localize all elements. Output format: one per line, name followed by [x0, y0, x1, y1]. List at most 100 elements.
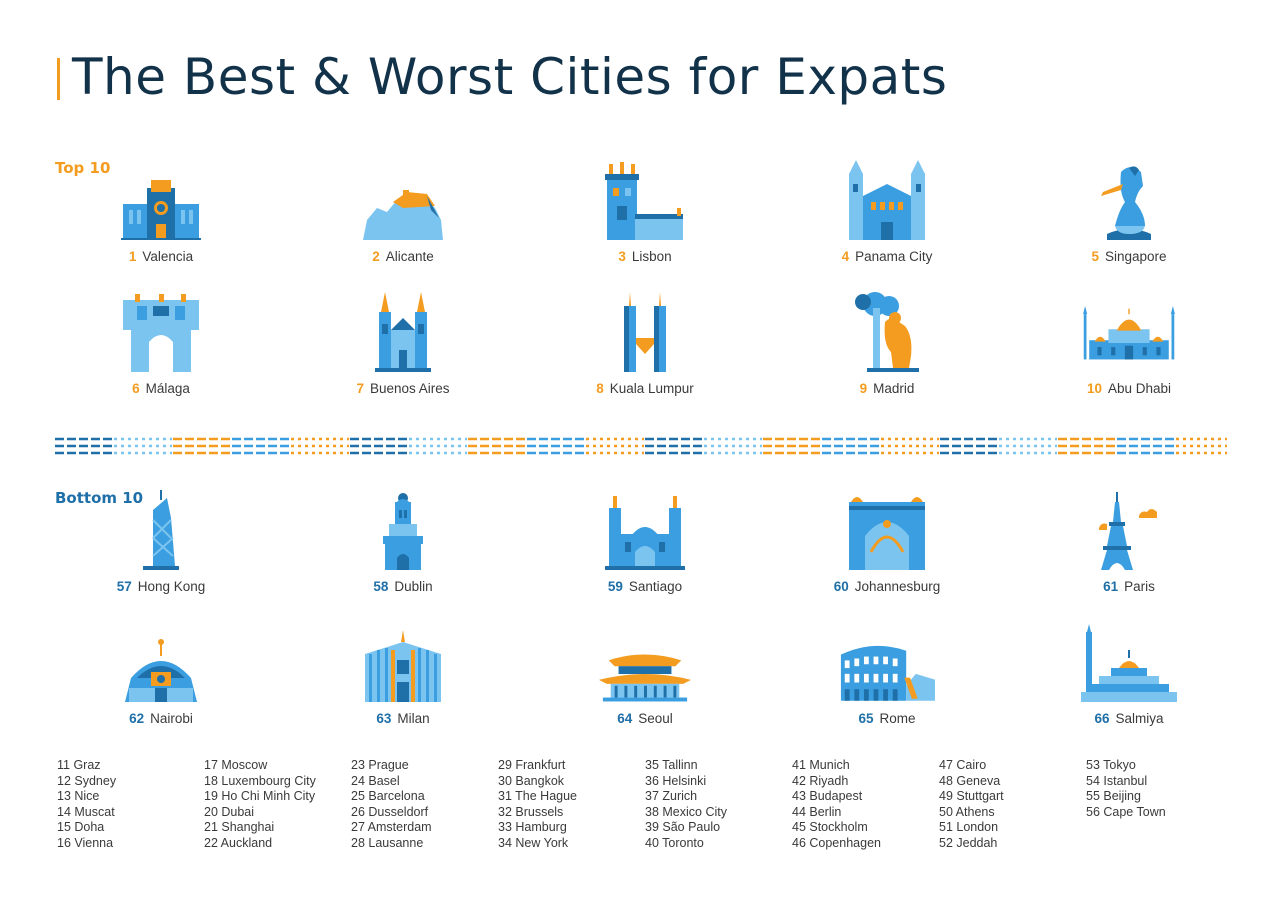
- bottom-10-row-1: 57 Hong Kong 58 Dublin: [40, 482, 1250, 614]
- ranking-list-column: 17 Moscow 18 Luxembourg City 19 Ho Chi M…: [204, 758, 351, 852]
- list-item: 50 Athens: [939, 804, 995, 819]
- city-card-malaga: 6 Málaga: [40, 284, 282, 416]
- city-caption: 61 Paris: [1103, 579, 1155, 594]
- petronas-towers-icon: [597, 288, 693, 372]
- santiago-cathedral-icon: [597, 486, 693, 570]
- list-item: 21 Shanghai: [204, 820, 275, 835]
- list-item: 46 Copenhagen: [792, 835, 881, 850]
- city-caption: 63 Milan: [376, 711, 430, 726]
- city-card-johannesburg: 60 Johannesburg: [766, 482, 1008, 614]
- list-item: 19 Ho Chi Minh City: [204, 789, 316, 804]
- bottom-10-row-2: 62 Nairobi 63 Milan: [40, 614, 1250, 746]
- city-card-dublin: 58 Dublin: [282, 482, 524, 614]
- johannesburg-hall-icon: [839, 486, 935, 570]
- kicc-icon: [113, 618, 209, 702]
- top-10-grid: 1 Valencia 2 Alicante: [40, 152, 1250, 416]
- city-caption: 62 Nairobi: [129, 711, 193, 726]
- list-item: 17 Moscow: [204, 758, 268, 772]
- ranking-list-column: 41 Munich 42 Riyadh 43 Budapest 44 Berli…: [792, 758, 939, 852]
- list-item: 42 Riyadh: [792, 773, 849, 788]
- city-card-abu-dhabi: 10 Abu Dhabi: [1008, 284, 1250, 416]
- city-card-seoul: 64 Seoul: [524, 614, 766, 746]
- milan-cathedral-icon: [355, 618, 451, 702]
- list-item: 52 Jeddah: [939, 835, 998, 850]
- city-caption: 4 Panama City: [841, 249, 933, 264]
- list-item: 22 Auckland: [204, 835, 273, 850]
- list-item: 11 Graz: [57, 758, 101, 772]
- city-caption: 7 Buenos Aires: [356, 381, 450, 396]
- ranking-list-column: 29 Frankfurt 30 Bangkok 31 The Hague 32 …: [498, 758, 645, 852]
- alicante-castle-icon: [355, 156, 451, 240]
- city-card-milan: 63 Milan: [282, 614, 524, 746]
- city-card-kuala-lumpur: 8 Kuala Lumpur: [524, 284, 766, 416]
- colosseum-icon: [839, 618, 935, 702]
- city-card-madrid: 9 Madrid: [766, 284, 1008, 416]
- seoul-pagoda-icon: [597, 618, 693, 702]
- top-10-label: Top 10: [55, 159, 111, 177]
- list-item: 39 São Paulo: [645, 820, 721, 835]
- ranking-list-column: 35 Tallinn 36 Helsinki 37 Zurich 38 Mexi…: [645, 758, 792, 852]
- list-item: 14 Muscat: [57, 804, 115, 819]
- city-card-alicante: 2 Alicante: [282, 152, 524, 284]
- list-item: 23 Prague: [351, 758, 409, 772]
- list-item: 32 Brussels: [498, 804, 564, 819]
- city-caption: 65 Rome: [858, 711, 916, 726]
- eiffel-tower-icon: [1081, 486, 1177, 570]
- city-card-singapore: 5 Singapore: [1008, 152, 1250, 284]
- ranking-list: 11 Graz 12 Sydney 13 Nice 14 Muscat 15 D…: [57, 758, 1233, 852]
- city-caption: 59 Santiago: [607, 579, 683, 594]
- list-item: 54 Istanbul: [1086, 773, 1148, 788]
- city-card-lisbon: 3 Lisbon: [524, 152, 766, 284]
- section-divider: [55, 437, 1227, 457]
- list-item: 35 Tallinn: [645, 758, 698, 772]
- city-caption: 58 Dublin: [373, 579, 433, 594]
- malaga-gate-icon: [113, 288, 209, 372]
- list-item: 40 Toronto: [645, 835, 704, 850]
- bear-and-strawberry-tree-icon: [839, 288, 935, 372]
- city-card-panama-city: 4 Panama City: [766, 152, 1008, 284]
- list-item: 25 Barcelona: [351, 789, 425, 804]
- city-caption: 6 Málaga: [132, 381, 190, 396]
- city-card-nairobi: 62 Nairobi: [40, 614, 282, 746]
- list-item: 31 The Hague: [498, 789, 577, 804]
- bank-of-china-tower-icon: [113, 486, 209, 570]
- list-item: 16 Vienna: [57, 835, 114, 850]
- list-item: 26 Dusseldorf: [351, 804, 429, 819]
- panama-cathedral-icon: [839, 156, 935, 240]
- list-item: 51 London: [939, 820, 999, 835]
- page-title: The Best & Worst Cities for Expats: [72, 48, 948, 106]
- list-item: 49 Stuttgart: [939, 789, 1004, 804]
- list-item: 37 Zurich: [645, 789, 698, 804]
- city-card-paris: 61 Paris: [1008, 482, 1250, 614]
- list-item: 44 Berlin: [792, 804, 842, 819]
- buenos-aires-cathedral-icon: [355, 288, 451, 372]
- list-item: 30 Bangkok: [498, 773, 565, 788]
- bottom-10-label: Bottom 10: [55, 489, 144, 507]
- list-item: 48 Geneva: [939, 773, 1001, 788]
- list-item: 13 Nice: [57, 789, 100, 804]
- salmiya-mosque-icon: [1081, 618, 1177, 702]
- city-caption: 9 Madrid: [859, 381, 915, 396]
- city-caption: 8 Kuala Lumpur: [596, 381, 694, 396]
- grand-mosque-icon: [1081, 288, 1177, 372]
- belem-tower-icon: [597, 156, 693, 240]
- list-item: 43 Budapest: [792, 789, 863, 804]
- ranking-list-column: 11 Graz 12 Sydney 13 Nice 14 Muscat 15 D…: [57, 758, 204, 852]
- list-item: 28 Lausanne: [351, 835, 424, 850]
- city-caption: 57 Hong Kong: [116, 579, 206, 594]
- list-item: 38 Mexico City: [645, 804, 727, 819]
- list-item: 56 Cape Town: [1086, 804, 1166, 819]
- list-item: 53 Tokyo: [1086, 758, 1136, 772]
- list-item: 20 Dubai: [204, 804, 255, 819]
- city-card-hong-kong: 57 Hong Kong: [40, 482, 282, 614]
- city-caption: 66 Salmiya: [1094, 711, 1164, 726]
- city-card-buenos-aires: 7 Buenos Aires: [282, 284, 524, 416]
- city-caption: 3 Lisbon: [618, 249, 672, 264]
- list-item: 45 Stockholm: [792, 820, 868, 835]
- dublin-church-icon: [355, 486, 451, 570]
- list-item: 55 Beijing: [1086, 789, 1141, 804]
- city-caption: 5 Singapore: [1091, 249, 1167, 264]
- city-caption: 64 Seoul: [617, 711, 673, 726]
- bottom-10-grid: 57 Hong Kong 58 Dublin: [40, 482, 1250, 746]
- list-item: 41 Munich: [792, 758, 850, 772]
